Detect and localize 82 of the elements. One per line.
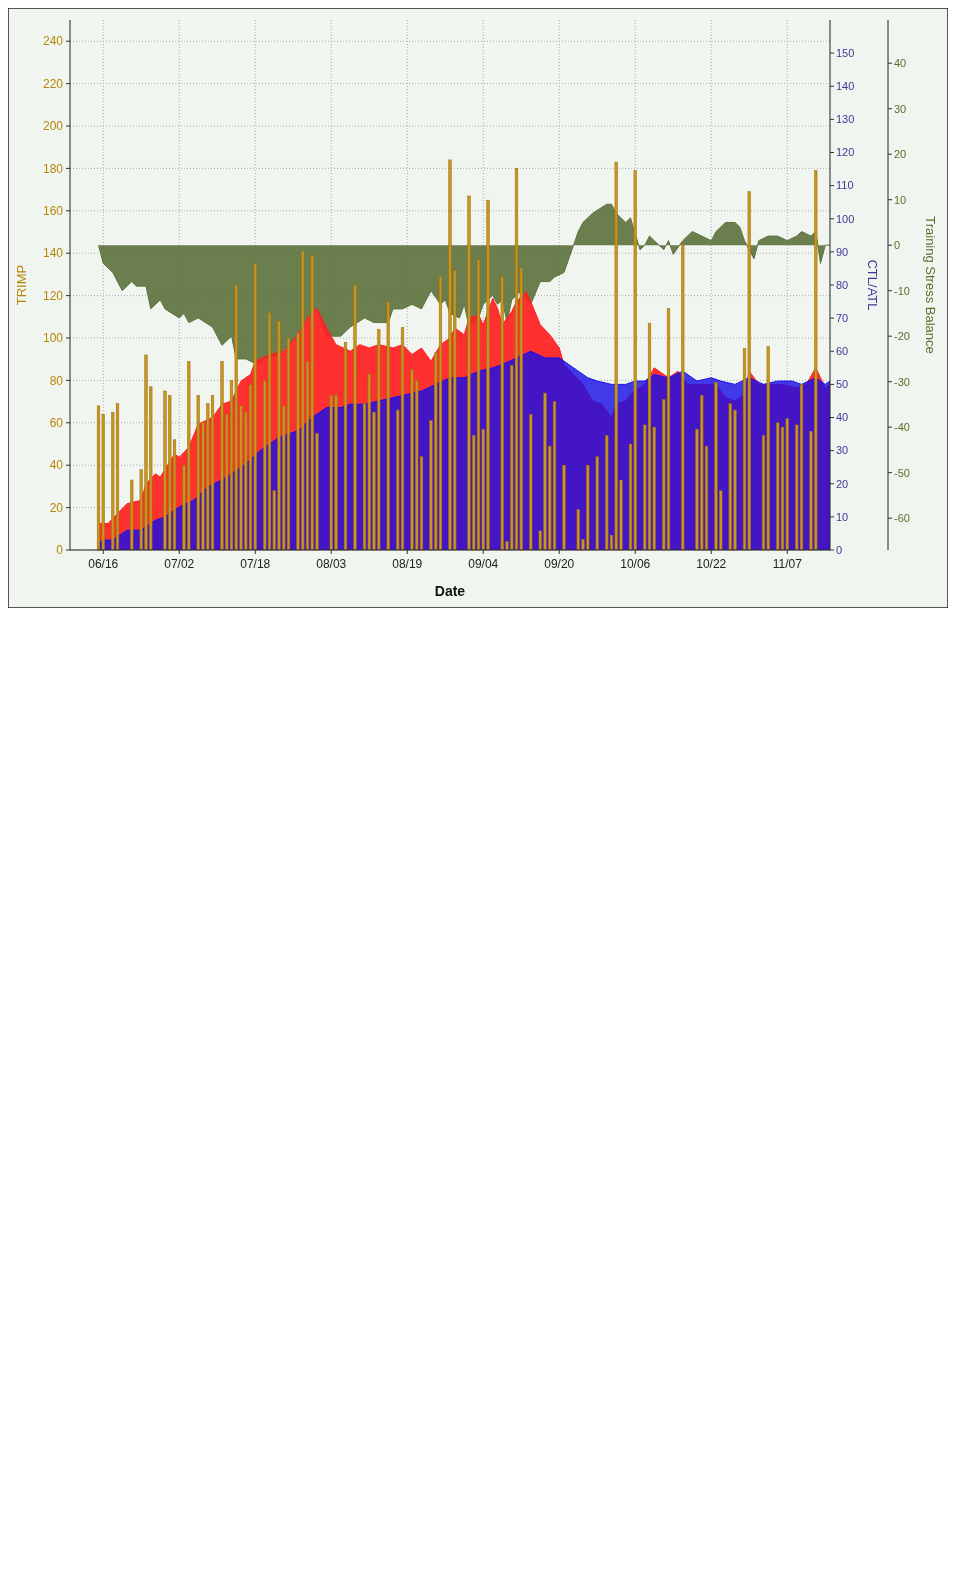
y2-tick-label: 0 <box>836 543 843 556</box>
y2-tick-label: 10 <box>836 510 849 523</box>
y3-tick-label: 40 <box>894 57 907 70</box>
bar <box>343 341 348 551</box>
bar <box>253 263 257 551</box>
y2-tick-label: 80 <box>836 278 849 291</box>
x-tick-label: 06/16 <box>88 557 119 571</box>
bar <box>552 401 557 551</box>
y2-tick-label: 130 <box>836 113 855 126</box>
y2-tick-label: 70 <box>836 311 849 324</box>
bar <box>130 479 134 551</box>
bar <box>799 384 804 551</box>
bar <box>400 327 405 551</box>
bar <box>681 244 685 551</box>
y2-tick-label: 20 <box>836 477 849 490</box>
y-tick-label: 0 <box>56 543 64 558</box>
x-tick-label: 07/18 <box>240 557 271 571</box>
y3-tick-label: -60 <box>894 512 910 524</box>
x-tick-label: 11/07 <box>772 557 803 571</box>
x-tick-label: 09/04 <box>468 557 499 571</box>
y-tick-label: 220 <box>42 76 64 91</box>
x-tick-label: 08/19 <box>392 557 423 571</box>
bar <box>595 456 599 551</box>
y-tick-label: 60 <box>49 416 64 430</box>
y2-tick-label: 40 <box>836 411 849 424</box>
y3-tick-label: -20 <box>894 330 910 343</box>
bar <box>438 276 443 551</box>
bar <box>562 464 566 551</box>
bar <box>647 322 652 551</box>
y-tick-label: 80 <box>49 373 64 388</box>
x-tick-label: 08/03 <box>316 557 347 571</box>
x-tick-label: 07/02 <box>164 557 195 571</box>
bar <box>766 346 770 551</box>
y-tick-label: 100 <box>42 331 64 346</box>
y3-tick-label: 0 <box>894 239 901 252</box>
x-axis-title: Date <box>434 583 466 599</box>
y-tick-label: 240 <box>42 34 64 49</box>
bar <box>633 170 637 551</box>
y-tick-label: 120 <box>42 288 64 303</box>
y2-tick-label: 30 <box>836 444 849 457</box>
bar <box>115 403 120 551</box>
y2-tick-label: 90 <box>836 245 849 258</box>
y-tick-label: 200 <box>42 119 64 134</box>
y3-tick-label: 30 <box>894 102 907 115</box>
y2-tick-label: 50 <box>836 378 849 391</box>
y-tick-label: 40 <box>49 458 64 473</box>
y2-tick-label: 150 <box>836 46 855 59</box>
x-tick-label: 10/22 <box>696 557 727 571</box>
bar <box>386 301 390 551</box>
y3-tick-label: -30 <box>894 375 910 388</box>
y-axis-title: TRIMP <box>14 264 29 306</box>
bar <box>286 337 291 551</box>
y2-tick-label: 140 <box>836 80 855 93</box>
y3-tick-label: 10 <box>894 193 907 206</box>
y3-tick-label: -40 <box>894 421 910 434</box>
y2-axis-title: CTL/ATL <box>865 259 880 311</box>
x-tick-label: 09/20 <box>544 557 575 571</box>
bar <box>267 312 272 551</box>
y-tick-label: 140 <box>42 246 64 261</box>
bar <box>785 418 789 551</box>
bar <box>529 414 533 551</box>
bar <box>666 308 671 551</box>
bar <box>210 394 215 551</box>
y2-tick-label: 100 <box>836 212 855 225</box>
y3-tick-label: -50 <box>894 466 910 479</box>
y2-tick-label: 60 <box>836 345 849 358</box>
y3-tick-label: 20 <box>894 148 907 161</box>
bar <box>605 435 609 551</box>
y-tick-label: 180 <box>42 161 64 176</box>
y3-tick-label: -10 <box>894 284 910 297</box>
y2-tick-label: 120 <box>836 146 855 159</box>
y2-tick-label: 110 <box>836 179 854 192</box>
bar <box>476 259 481 551</box>
bar <box>96 405 101 551</box>
y3-axis-title: Training Stress Balance <box>923 216 938 354</box>
bar <box>514 168 519 551</box>
bar <box>747 191 751 551</box>
y-tick-label: 160 <box>42 204 64 218</box>
x-tick-label: 10/06 <box>620 557 651 571</box>
bar <box>776 422 780 551</box>
bar <box>353 284 357 551</box>
y-tick-label: 20 <box>49 500 64 515</box>
